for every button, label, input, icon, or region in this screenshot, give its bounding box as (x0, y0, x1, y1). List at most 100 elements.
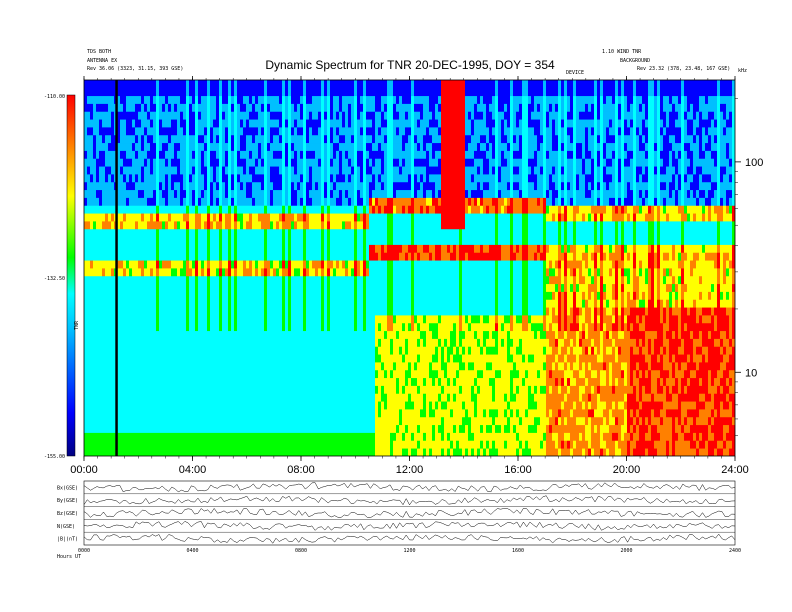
spectrogram-cell (228, 409, 232, 418)
spectrogram-cell (147, 95, 151, 104)
spectrogram-cell (390, 111, 394, 120)
spectrogram-cell (372, 354, 376, 363)
spectrogram-cell (309, 181, 313, 191)
spectrogram-cell (192, 205, 196, 214)
spectrogram-cell (348, 307, 352, 316)
spectrogram-cell (249, 111, 253, 120)
spectrogram-cell (267, 424, 271, 433)
spectrogram-cell (300, 197, 304, 206)
spectrogram-cell (369, 213, 373, 222)
spectrogram-cell (249, 87, 253, 97)
spectrogram-cell (153, 150, 157, 159)
spectrogram-cell (372, 299, 376, 308)
spectrogram-cell (192, 424, 196, 433)
spectrogram-cell (192, 150, 196, 159)
spectrogram-cell (369, 448, 373, 456)
spectrogram-cell (243, 377, 247, 386)
spectrogram-cell (120, 127, 124, 136)
spectrogram-cell (336, 369, 340, 379)
spectrogram-cell (375, 369, 379, 379)
spectrogram-cell (234, 80, 238, 89)
spectrogram-cell (276, 299, 280, 308)
spectrogram-cell (324, 236, 328, 245)
spectrogram-cell (252, 221, 256, 230)
spectrogram-cell (297, 119, 301, 128)
spectrogram-cell (300, 158, 304, 167)
spectrogram-cell (108, 377, 112, 386)
spectrogram-cell (387, 401, 391, 410)
spectrogram-cell (159, 291, 163, 300)
spectrogram-cell (318, 127, 322, 136)
spectrogram-cell (174, 362, 178, 371)
spectrogram-cell (366, 440, 370, 449)
spectrogram-cell (315, 158, 319, 167)
spectrogram-cell (123, 95, 127, 104)
spectrogram-cell (303, 150, 307, 159)
spectrogram-cell (303, 87, 307, 97)
spectrogram-cell (291, 236, 295, 245)
spectrogram-cell (237, 432, 241, 441)
spectrogram-cell (282, 158, 286, 167)
spectrogram-cell (168, 87, 172, 97)
spectrogram-cell (243, 260, 247, 269)
spectrogram-cell (294, 307, 298, 316)
spectrogram-cell (123, 307, 127, 316)
spectrogram-cell (228, 338, 232, 347)
spectrogram-cell (216, 174, 220, 183)
spectrogram-cell (204, 283, 208, 292)
spectrogram-cell (132, 80, 136, 89)
spectrogram-cell (255, 268, 259, 277)
spectrogram-cell (303, 346, 307, 355)
spectrogram-cell (96, 236, 100, 245)
spectrogram-cell (324, 448, 328, 456)
spectrogram-cell (204, 362, 208, 371)
spectrogram-cell (249, 315, 253, 324)
spectrogram-cell (261, 228, 265, 238)
spectrogram-cell (84, 228, 88, 238)
spectrogram-cell (285, 221, 289, 230)
spectrogram-cell (357, 150, 361, 159)
spectrogram-cell (150, 409, 154, 418)
spectrogram-cell (219, 448, 223, 456)
spectrogram-cell (141, 127, 145, 136)
spectrogram-cell (246, 416, 250, 426)
spectrogram-cell (147, 307, 151, 316)
spectrogram-cell (228, 134, 232, 144)
spectrogram-cell (87, 330, 91, 339)
spectrogram-cell (345, 174, 349, 183)
spectrogram-cell (339, 181, 343, 191)
spectrogram-cell (168, 401, 172, 410)
spectrogram-cell (375, 432, 379, 441)
spectrogram-cell (279, 432, 283, 441)
spectrogram-cell (306, 369, 310, 379)
spectrogram-cell (312, 432, 316, 441)
spectrogram-cell (105, 87, 109, 97)
spectrogram-cell (384, 150, 388, 159)
spectrogram-cell (354, 299, 358, 308)
spectrogram-cell (93, 440, 97, 449)
spectrogram-cell (273, 205, 277, 214)
spectrogram-cell (273, 432, 277, 441)
spectrogram-cell (180, 369, 184, 379)
spectrogram-cell (327, 401, 331, 410)
spectrogram-cell (159, 448, 163, 456)
spectrogram-cell (234, 448, 238, 456)
spectrogram-cell (216, 181, 220, 191)
spectrogram-cell (141, 362, 145, 371)
spectrogram-cell (228, 119, 232, 128)
spectrogram-cell (138, 119, 142, 128)
spectrogram-cell (222, 260, 226, 269)
spectrogram-cell (378, 197, 382, 206)
spectrogram-cell (93, 119, 97, 128)
spectrogram-cell (96, 416, 100, 426)
spectrogram-cell (180, 448, 184, 456)
spectrogram-cell (300, 111, 304, 120)
spectrogram-cell (162, 385, 166, 394)
spectrogram-cell (282, 252, 286, 261)
spectrogram-cell (330, 268, 334, 277)
spectrogram-cell (111, 369, 115, 379)
spectrogram-cell (252, 338, 256, 347)
spectrogram-cell (279, 354, 283, 363)
spectrogram-cell (153, 166, 157, 175)
spectrogram-cell (318, 448, 322, 456)
